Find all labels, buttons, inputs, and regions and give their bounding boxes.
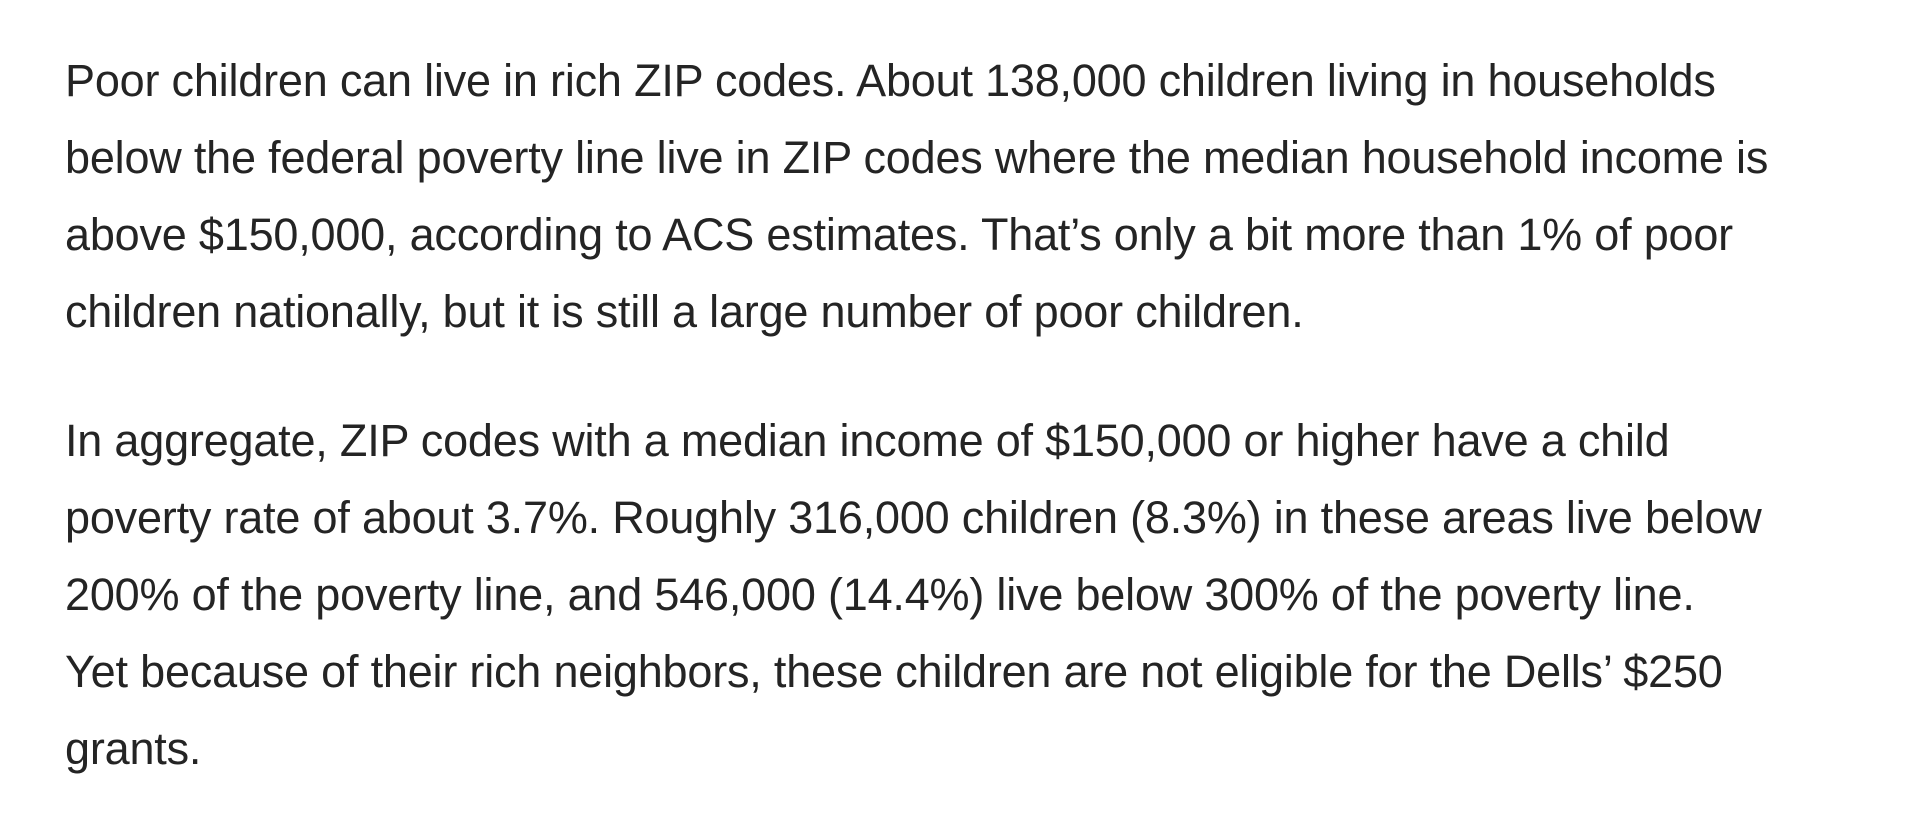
paragraph-line: above $150,000, according to ACS estimat… bbox=[65, 209, 1733, 260]
paragraph-line: grants. bbox=[65, 723, 202, 774]
paragraph-line: below the federal poverty line live in Z… bbox=[65, 132, 1769, 183]
paragraph-line: Yet because of their rich neighbors, the… bbox=[65, 646, 1723, 697]
article-body: Poor children can live in rich ZIP codes… bbox=[65, 42, 1895, 787]
paragraph-line: 200% of the poverty line, and 546,000 (1… bbox=[65, 569, 1695, 620]
paragraph-line: Poor children can live in rich ZIP codes… bbox=[65, 55, 1716, 106]
paragraph-line: poverty rate of about 3.7%. Roughly 316,… bbox=[65, 492, 1762, 543]
paragraph-line: children nationally, but it is still a l… bbox=[65, 286, 1304, 337]
paragraph-line: In aggregate, ZIP codes with a median in… bbox=[65, 415, 1670, 466]
paragraph-rich-zip-poor-children: Poor children can live in rich ZIP codes… bbox=[65, 42, 1895, 350]
paragraph-aggregate-poverty-rates: In aggregate, ZIP codes with a median in… bbox=[65, 402, 1895, 787]
